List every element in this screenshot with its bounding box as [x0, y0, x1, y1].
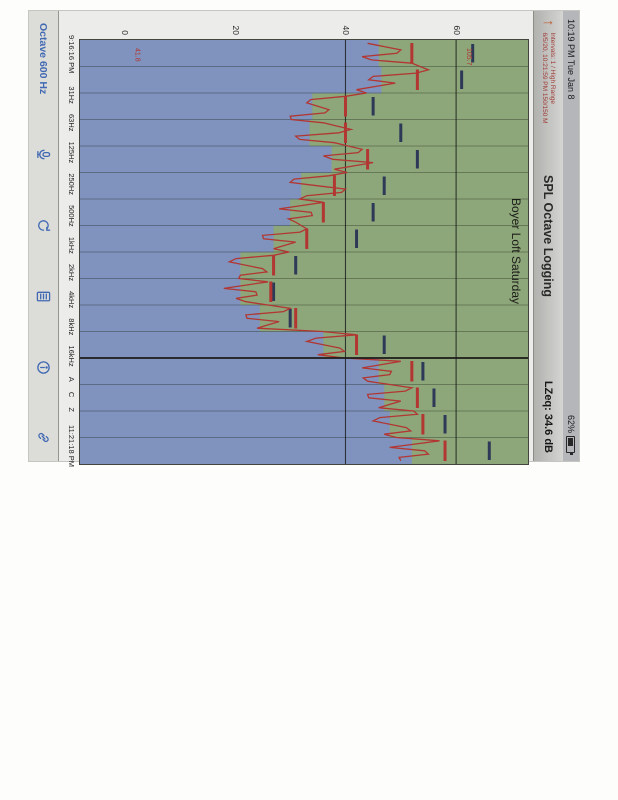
- link-button[interactable]: [33, 427, 55, 449]
- battery-icon: [566, 436, 576, 453]
- band-selector-item[interactable]: 31Hz: [67, 86, 77, 104]
- time-axis: 9:16:16 PM 31Hz 63Hz 125Hz 250Hz 500Hz 1kHz 2k…: [65, 35, 79, 467]
- battery-percent: 62%: [566, 414, 576, 433]
- band-selector-item[interactable]: 8kHz: [67, 318, 77, 336]
- status-time: 10:19 PM Tue Jan 8: [566, 19, 576, 100]
- log-info-line-2: 6/5/20, 10:21:59 PM 150/150 M: [541, 32, 549, 124]
- microphone-icon: [37, 149, 51, 160]
- app-screenshot: 10:19 PM Tue Jan 8 62% ↑ Intervals: 1 / …: [28, 10, 580, 467]
- bottom-toolbar: Octave 600 Hz: [29, 11, 59, 461]
- info-icon: [37, 360, 50, 374]
- nav-bar: ↑ Intervals: 1 / High Range 6/5/20, 10:2…: [533, 11, 563, 461]
- band-selector-item[interactable]: Z: [67, 407, 77, 412]
- band-selector-item[interactable]: 2kHz: [67, 263, 77, 282]
- band-selector-item[interactable]: 125Hz: [67, 141, 77, 164]
- svg-text:105.7: 105.7: [465, 48, 472, 66]
- spl-reading: LZeq: 34.6 dB: [542, 380, 555, 453]
- share-button[interactable]: ↑: [540, 19, 557, 27]
- document-button[interactable]: [33, 285, 55, 307]
- refresh-button[interactable]: [33, 214, 55, 236]
- spl-chart-svg[interactable]: 105.7 41.8: [80, 40, 528, 464]
- db-axis-label: 20: [230, 25, 241, 35]
- band-selector-item[interactable]: A: [67, 376, 77, 382]
- log-info-line-1: Intervals: 1 / High Range: [549, 32, 557, 105]
- refresh-icon: [38, 219, 51, 231]
- band-selector-item[interactable]: C: [67, 391, 77, 398]
- status-bar: 10:19 PM Tue Jan 8 62%: [563, 11, 579, 461]
- microphone-button[interactable]: [33, 143, 55, 165]
- band-selector-item[interactable]: 4kHz: [67, 291, 77, 309]
- up-arrow-icon: ↑: [540, 19, 557, 27]
- link-icon: [38, 433, 49, 443]
- db-axis-label: 60: [452, 25, 463, 35]
- db-axis-label: 40: [341, 25, 352, 35]
- log-start-time: 9:16:16 PM: [67, 35, 77, 74]
- band-selector-item[interactable]: 16kHz: [67, 345, 77, 367]
- octave-mode-button[interactable]: Octave 600 Hz: [37, 23, 50, 95]
- band-selector-item[interactable]: 250Hz: [67, 173, 77, 196]
- band-selector: 31Hz 63Hz 125Hz 250Hz 500Hz 1kHz 2kHz 4kHz 8kHz 1…: [68, 76, 77, 422]
- log-info: Intervals: 1 / High Range 6/5/20, 10:21:…: [541, 33, 557, 124]
- band-selector-item[interactable]: 500Hz: [67, 205, 77, 227]
- svg-text:41.8: 41.8: [133, 48, 140, 62]
- band-selector-item[interactable]: 63Hz: [67, 114, 77, 132]
- info-button[interactable]: [33, 356, 55, 378]
- log-end-time: 11:21:18 PM: [67, 425, 77, 467]
- db-axis-label: 0: [120, 30, 131, 35]
- document-icon: [36, 291, 51, 301]
- spl-graph[interactable]: 105.7 41.8: [79, 39, 529, 465]
- band-selector-item[interactable]: 1kHz: [67, 236, 77, 254]
